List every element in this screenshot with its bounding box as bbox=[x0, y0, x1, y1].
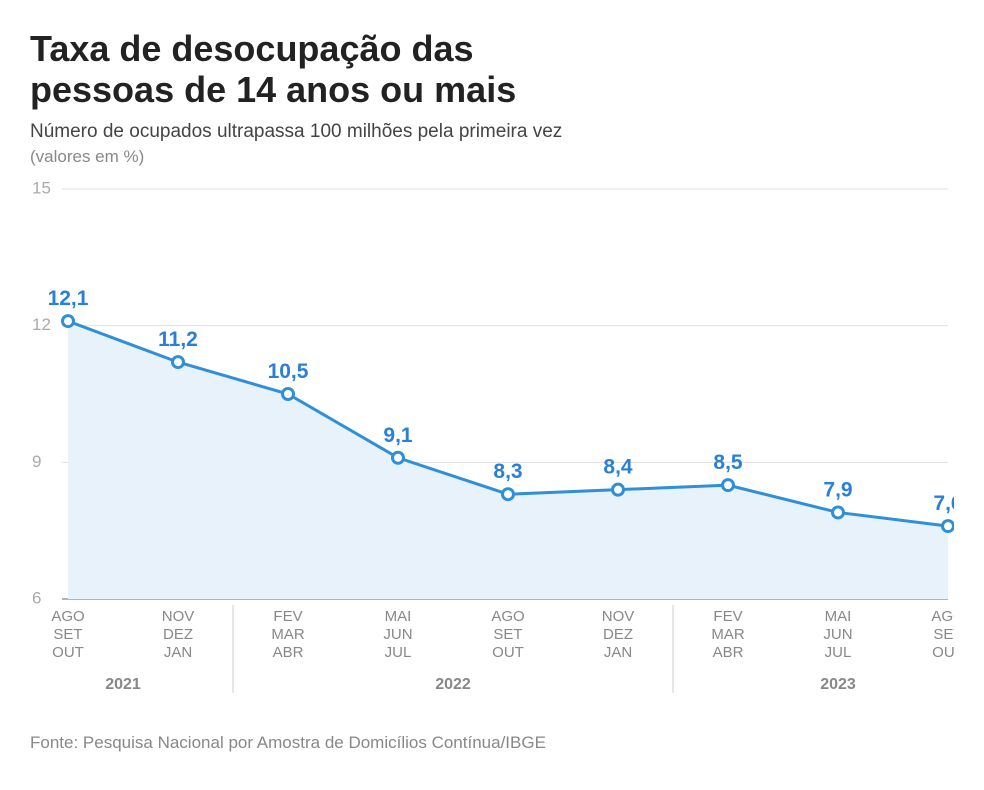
data-point bbox=[393, 452, 404, 463]
x-tick-label: AGO bbox=[491, 608, 524, 625]
x-tick-label: MAR bbox=[711, 626, 745, 643]
data-point bbox=[833, 507, 844, 518]
data-point bbox=[283, 388, 294, 399]
chart-area: 69121512,111,210,59,18,38,48,57,97,6AGOS… bbox=[30, 179, 954, 719]
data-point bbox=[613, 484, 624, 495]
year-label: 2021 bbox=[105, 676, 141, 693]
x-tick-label: SET bbox=[933, 626, 954, 643]
year-label: 2023 bbox=[820, 676, 856, 693]
x-tick-label: NOV bbox=[602, 608, 635, 625]
chart-subtitle: Número de ocupados ultrapassa 100 milhõe… bbox=[30, 121, 954, 143]
x-tick-label: JAN bbox=[164, 644, 192, 661]
chart-units: (valores em %) bbox=[30, 147, 954, 167]
x-tick-label: JUL bbox=[385, 644, 412, 661]
data-point bbox=[173, 356, 184, 367]
x-tick-label: ABR bbox=[713, 644, 744, 661]
data-point bbox=[503, 489, 514, 500]
data-point-label: 12,1 bbox=[48, 287, 89, 310]
chart-source: Fonte: Pesquisa Nacional por Amostra de … bbox=[30, 733, 954, 753]
chart-title-line1: Taxa de desocupação das bbox=[30, 28, 474, 69]
data-point-label: 8,3 bbox=[493, 460, 522, 483]
x-tick-label: AGO bbox=[51, 608, 84, 625]
x-tick-label: NOV bbox=[162, 608, 195, 625]
y-tick-label: 9 bbox=[32, 452, 41, 471]
year-label: 2022 bbox=[435, 676, 471, 693]
data-point bbox=[63, 315, 74, 326]
chart-title-line2: pessoas de 14 anos ou mais bbox=[30, 69, 516, 110]
x-tick-label: FEV bbox=[713, 608, 742, 625]
x-tick-label: MAI bbox=[385, 608, 412, 625]
x-tick-label: OUT bbox=[492, 644, 524, 661]
x-tick-label: MAI bbox=[825, 608, 852, 625]
data-point-label: 10,5 bbox=[268, 360, 309, 383]
x-tick-label: ABR bbox=[273, 644, 304, 661]
x-tick-label: AGO bbox=[931, 608, 954, 625]
chart-svg: 69121512,111,210,59,18,38,48,57,97,6AGOS… bbox=[30, 179, 954, 719]
x-tick-label: JAN bbox=[604, 644, 632, 661]
x-tick-label: DEZ bbox=[163, 626, 193, 643]
chart-title: Taxa de desocupação das pessoas de 14 an… bbox=[30, 28, 954, 111]
x-tick-label: FEV bbox=[273, 608, 302, 625]
y-tick-label: 15 bbox=[32, 179, 51, 197]
y-tick-label: 12 bbox=[32, 315, 51, 334]
data-point-label: 9,1 bbox=[383, 424, 413, 447]
x-tick-label: JUN bbox=[823, 626, 852, 643]
x-tick-label: SET bbox=[53, 626, 82, 643]
y-tick-label: 6 bbox=[32, 588, 41, 607]
x-tick-label: JUL bbox=[825, 644, 852, 661]
x-tick-label: JUN bbox=[383, 626, 412, 643]
x-tick-label: DEZ bbox=[603, 626, 633, 643]
x-tick-label: SET bbox=[493, 626, 522, 643]
data-point-label: 7,9 bbox=[823, 478, 852, 501]
x-tick-label: OUT bbox=[52, 644, 84, 661]
data-point bbox=[943, 520, 954, 531]
data-point bbox=[723, 479, 734, 490]
data-point-label: 8,5 bbox=[713, 451, 743, 474]
data-point-label: 11,2 bbox=[158, 328, 198, 351]
data-point-label: 8,4 bbox=[603, 455, 633, 478]
x-tick-label: OUT bbox=[932, 644, 954, 661]
x-tick-label: MAR bbox=[271, 626, 305, 643]
data-point-label: 7,6 bbox=[933, 492, 954, 515]
